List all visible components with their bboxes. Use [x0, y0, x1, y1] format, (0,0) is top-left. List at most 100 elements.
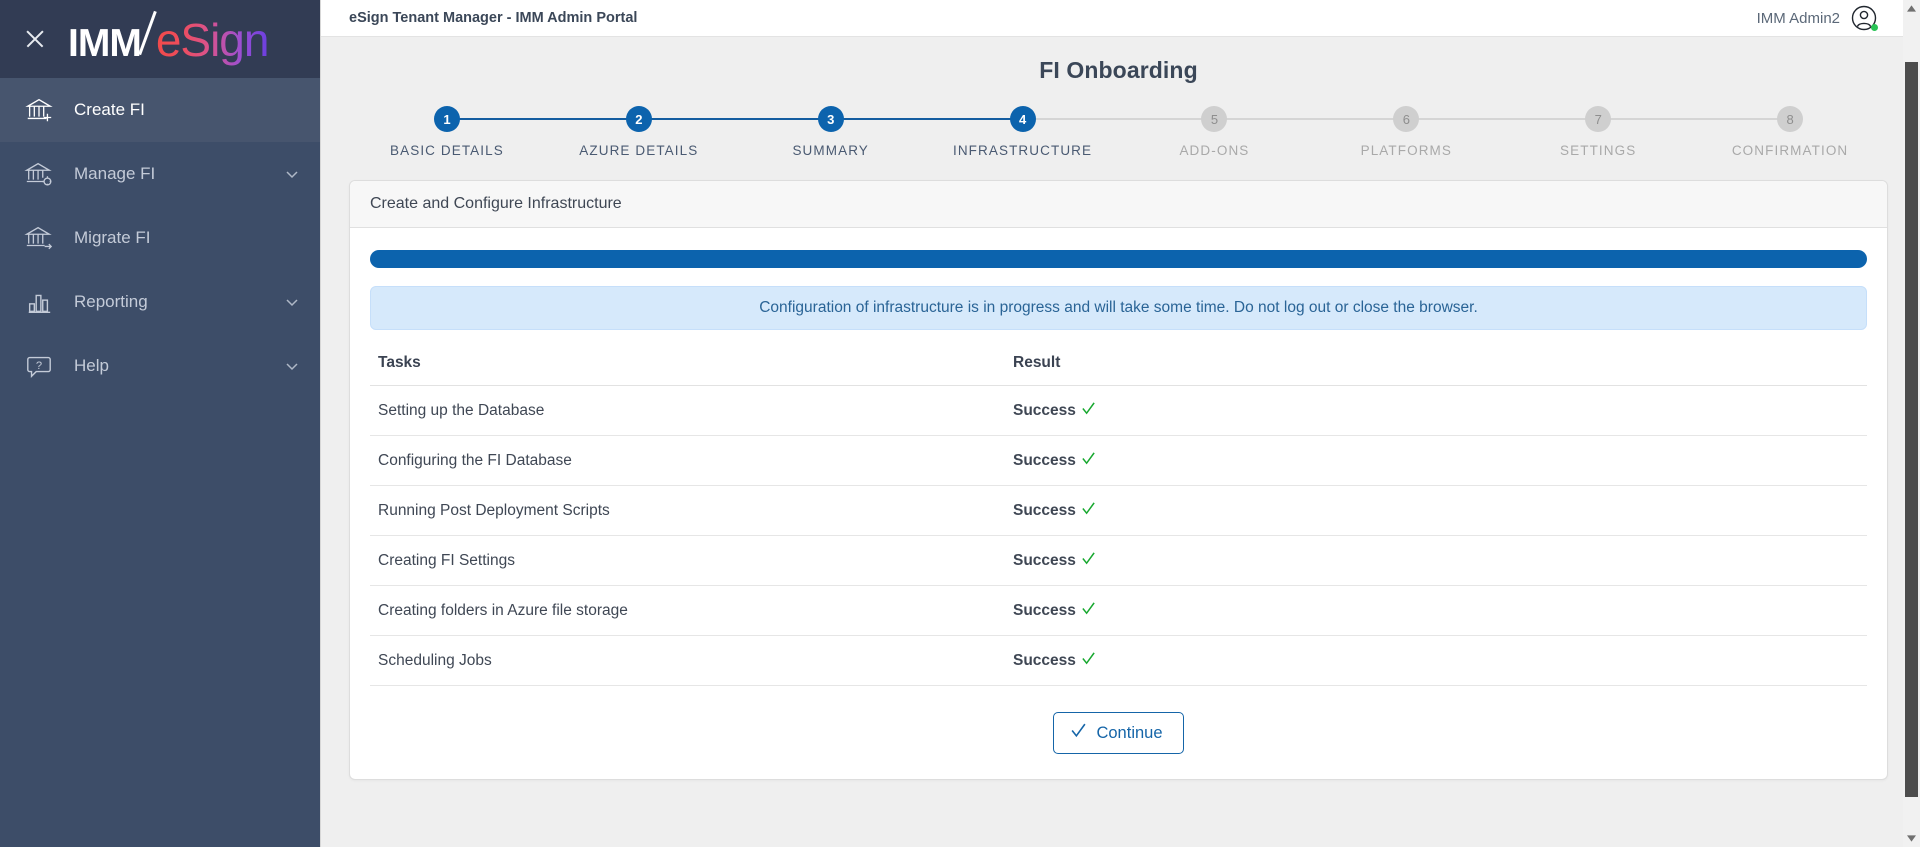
sidebar-item-migrate-fi[interactable]: Migrate FI — [0, 206, 320, 270]
logo-text-imm: IMM — [68, 21, 142, 65]
sidebar: IMM eSign Create FI — [0, 0, 320, 847]
task-result: Success — [1005, 535, 1867, 586]
sidebar-item-reporting[interactable]: Reporting — [0, 270, 320, 334]
step-number: 4 — [1009, 106, 1036, 132]
user-name-label: IMM Admin2 — [1756, 9, 1840, 27]
table-row: Creating folders in Azure file storage S… — [370, 585, 1867, 636]
onboarding-stepper: 1 BASIC DETAILS 2 AZURE DETAILS 3 SUMMAR… — [351, 106, 1886, 158]
step-number: 7 — [1585, 106, 1612, 132]
scroll-up-arrow-icon[interactable] — [1903, 0, 1920, 17]
task-name: Configuring the FI Database — [370, 435, 1005, 486]
step-platforms[interactable]: 6 PLATFORMS — [1310, 106, 1503, 158]
step-label: SUMMARY — [792, 143, 869, 158]
sidebar-item-help[interactable]: ? Help — [0, 334, 320, 398]
table-row: Running Post Deployment Scripts Success — [370, 485, 1867, 536]
column-header-result: Result — [1005, 354, 1867, 386]
step-connector — [638, 118, 735, 120]
step-settings[interactable]: 7 SETTINGS — [1502, 106, 1695, 158]
step-number: 5 — [1201, 106, 1228, 132]
result-text: Success — [1013, 552, 1076, 569]
page-content: FI Onboarding 1 BASIC DETAILS 2 AZURE DE… — [321, 37, 1920, 847]
sidebar-nav: Create FI Manage FI — [0, 78, 320, 398]
table-head: Tasks Result — [370, 354, 1867, 386]
task-name: Creating FI Settings — [370, 535, 1005, 586]
step-connector — [1598, 118, 1695, 120]
card-body: Configuration of infrastructure is in pr… — [350, 228, 1887, 754]
app-logo: IMM eSign — [68, 12, 270, 67]
result-text: Success — [1013, 652, 1076, 669]
step-confirmation[interactable]: 8 CONFIRMATION — [1694, 106, 1886, 158]
step-number: 1 — [433, 106, 460, 132]
sidebar-item-label: Help — [74, 356, 109, 375]
chevron-down-icon[interactable] — [284, 166, 300, 182]
step-number: 8 — [1777, 106, 1804, 132]
sidebar-item-label: Manage FI — [74, 164, 156, 183]
result-text: Success — [1013, 602, 1076, 619]
task-result: Success — [1005, 385, 1867, 436]
continue-button[interactable]: Continue — [1053, 712, 1184, 754]
step-connector — [1310, 118, 1407, 120]
result-text: Success — [1013, 502, 1076, 519]
bar-chart-icon — [22, 285, 56, 319]
check-icon — [1081, 651, 1096, 671]
sidebar-header: IMM eSign — [0, 0, 320, 78]
scroll-down-arrow-icon[interactable] — [1903, 830, 1920, 847]
step-azure-details[interactable]: 2 AZURE DETAILS — [542, 106, 735, 158]
table-row: Configuring the FI Database Success — [370, 435, 1867, 486]
step-add-ons[interactable]: 5 ADD-ONS — [1118, 106, 1311, 158]
logo-text-esign: eSign — [155, 13, 270, 66]
step-label: AZURE DETAILS — [579, 143, 699, 158]
step-connector — [926, 118, 1023, 120]
question-bubble-icon: ? — [22, 349, 56, 383]
result-text: Success — [1013, 402, 1076, 419]
infrastructure-card: Create and Configure Infrastructure Conf… — [349, 180, 1888, 780]
step-label: INFRASTRUCTURE — [952, 143, 1093, 158]
step-summary[interactable]: 3 SUMMARY — [734, 106, 927, 158]
step-connector — [1502, 118, 1599, 120]
check-icon — [1081, 501, 1096, 521]
result-text: Success — [1013, 452, 1076, 469]
scrollbar-thumb[interactable] — [1905, 62, 1918, 797]
table-row: Creating FI Settings Success — [370, 535, 1867, 586]
task-name: Creating folders in Azure file storage — [370, 585, 1005, 636]
step-number: 3 — [817, 106, 844, 132]
task-name: Running Post Deployment Scripts — [370, 485, 1005, 536]
chevron-down-icon[interactable] — [284, 358, 300, 374]
check-icon — [1070, 722, 1087, 744]
step-number: 6 — [1393, 106, 1420, 132]
task-name: Setting up the Database — [370, 385, 1005, 436]
table-header-row: Tasks Result — [370, 354, 1867, 386]
check-icon — [1081, 601, 1096, 621]
page-title: FI Onboarding — [1039, 57, 1198, 83]
step-basic-details[interactable]: 1 BASIC DETAILS — [351, 106, 543, 158]
task-name: Scheduling Jobs — [370, 635, 1005, 686]
step-connector — [830, 118, 927, 120]
scrollbar-track[interactable] — [1903, 17, 1920, 830]
sidebar-item-create-fi[interactable]: Create FI — [0, 78, 320, 142]
sidebar-item-manage-fi[interactable]: Manage FI — [0, 142, 320, 206]
task-result: Success — [1005, 485, 1867, 536]
task-result: Success — [1005, 635, 1867, 686]
table-body: Setting up the Database Success Configur… — [370, 385, 1867, 686]
page-scrollbar[interactable] — [1903, 0, 1920, 847]
step-infrastructure[interactable]: 4 INFRASTRUCTURE — [926, 106, 1119, 158]
close-menu-icon[interactable] — [22, 26, 48, 52]
sidebar-item-label: Create FI — [74, 100, 145, 119]
logo-slash-icon — [141, 12, 156, 56]
continue-button-label: Continue — [1096, 723, 1163, 742]
user-area: IMM Admin2 — [1757, 4, 1920, 32]
step-connector — [734, 118, 831, 120]
step-connector — [1694, 118, 1791, 120]
user-circle-icon[interactable] — [1850, 4, 1878, 32]
sidebar-item-label: Reporting — [74, 292, 148, 311]
step-label: BASIC DETAILS — [390, 143, 504, 158]
step-label: CONFIRMATION — [1731, 143, 1849, 158]
card-actions: Continue — [370, 712, 1867, 754]
svg-text:?: ? — [36, 360, 42, 372]
chevron-down-icon[interactable] — [284, 294, 300, 310]
step-number: 2 — [625, 106, 652, 132]
info-alert: Configuration of infrastructure is in pr… — [370, 286, 1867, 330]
sidebar-item-label: Migrate FI — [74, 228, 151, 247]
step-connector — [1022, 118, 1119, 120]
